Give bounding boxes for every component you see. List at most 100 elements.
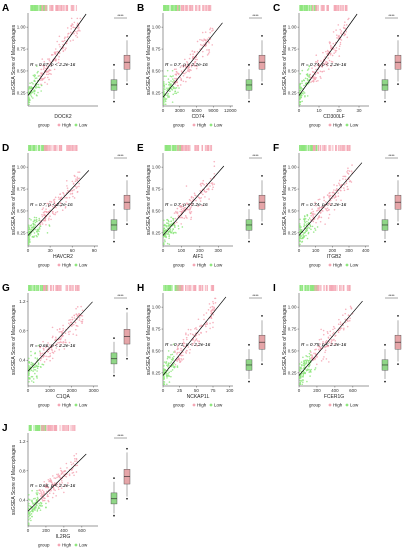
- point-high: [213, 183, 216, 185]
- point-low: [28, 357, 30, 360]
- point-high: [333, 189, 335, 191]
- point-high: [181, 64, 184, 67]
- strip-mark-low: [311, 145, 313, 151]
- point-high: [59, 205, 62, 207]
- point-high: [44, 485, 46, 487]
- point-high: [213, 165, 216, 168]
- x-tick-label: 600: [78, 528, 86, 533]
- point-low: [306, 215, 309, 217]
- point-high: [320, 338, 322, 340]
- strip-mark-high: [199, 5, 201, 11]
- point-high: [195, 67, 198, 70]
- box-low-outlier: [248, 380, 250, 383]
- point-low: [31, 515, 33, 518]
- y-tick-label: 0.50: [152, 208, 161, 213]
- box-high-outlier: [126, 35, 128, 37]
- strip-mark-high: [320, 5, 322, 11]
- strip-mark-low: [35, 425, 37, 431]
- point-high: [329, 45, 332, 48]
- point-low: [303, 367, 305, 370]
- point-high: [212, 302, 215, 305]
- scatter-points: [163, 297, 217, 386]
- point-high: [340, 30, 343, 32]
- strip-mark-high: [312, 5, 314, 11]
- point-low: [28, 511, 30, 514]
- x-axis-label: AIF1: [193, 254, 204, 260]
- strip-mark-low: [30, 145, 32, 151]
- point-high: [58, 331, 61, 333]
- point-high: [196, 50, 199, 53]
- point-high: [176, 207, 179, 210]
- strip-mark-high: [319, 285, 321, 291]
- strip-mark-high: [73, 5, 75, 11]
- point-low: [28, 377, 30, 380]
- point-high: [190, 65, 193, 68]
- point-high: [344, 178, 347, 181]
- legend-swatch-high: [57, 123, 61, 127]
- y-tick-label: 0.75: [152, 47, 161, 52]
- point-high: [311, 67, 313, 69]
- point-high: [72, 462, 75, 465]
- strip-mark-high: [44, 5, 46, 11]
- box-low-outlier: [384, 100, 386, 103]
- point-high: [328, 202, 331, 204]
- point-high: [75, 307, 77, 310]
- point-high: [314, 76, 316, 79]
- point-low: [31, 375, 34, 378]
- point-high: [65, 462, 68, 465]
- point-high: [69, 193, 72, 195]
- strip-mark-high: [58, 5, 60, 11]
- point-high: [319, 347, 322, 349]
- strip-mark-low: [170, 145, 172, 151]
- correlation-annotation: R = 0.75, p < 2.2e-16: [301, 342, 347, 348]
- point-high: [328, 208, 330, 211]
- point-low: [305, 223, 308, 226]
- point-high: [323, 199, 325, 202]
- legend-label-high: High: [62, 403, 72, 408]
- strip-mark-high: [344, 5, 347, 11]
- box-low-outlier: [113, 63, 115, 66]
- point-high: [328, 59, 331, 62]
- point-low: [314, 229, 317, 231]
- point-high: [351, 164, 353, 166]
- strip-mark-low: [170, 5, 172, 11]
- point-high: [49, 344, 51, 346]
- x-tick-label: 30: [48, 248, 54, 253]
- point-high: [176, 211, 179, 213]
- strip-mark-high: [74, 425, 76, 431]
- point-high: [63, 470, 65, 473]
- point-high: [74, 175, 76, 178]
- box-low-outlier: [113, 477, 115, 480]
- point-low: [36, 375, 38, 377]
- strip-mark-low: [28, 425, 30, 431]
- legend-label-low: Low: [79, 263, 88, 268]
- legend-swatch-high: [328, 123, 332, 127]
- point-high: [191, 57, 194, 60]
- point-high: [66, 27, 69, 29]
- point-low: [38, 502, 40, 505]
- point-low: [305, 82, 308, 84]
- strip-mark-high: [207, 5, 209, 11]
- point-high: [50, 64, 52, 67]
- point-low: [302, 90, 305, 93]
- box-high-outlier: [397, 35, 399, 37]
- box-low-outlier: [384, 380, 386, 383]
- strip-mark-high: [349, 145, 351, 151]
- x-tick-label: 50: [194, 388, 200, 393]
- strip-mark-high: [326, 5, 328, 11]
- point-high: [69, 40, 72, 42]
- point-high: [59, 484, 61, 486]
- point-high: [337, 323, 340, 326]
- point-low: [165, 225, 168, 228]
- point-high: [333, 197, 336, 199]
- point-high: [76, 315, 79, 318]
- point-high: [190, 210, 193, 213]
- point-high: [200, 196, 203, 199]
- point-high: [48, 492, 51, 494]
- point-high: [178, 351, 181, 354]
- point-low: [300, 88, 303, 90]
- point-high: [337, 192, 340, 194]
- point-low: [307, 359, 310, 362]
- legend: group High Low: [173, 403, 223, 408]
- point-high: [58, 348, 61, 351]
